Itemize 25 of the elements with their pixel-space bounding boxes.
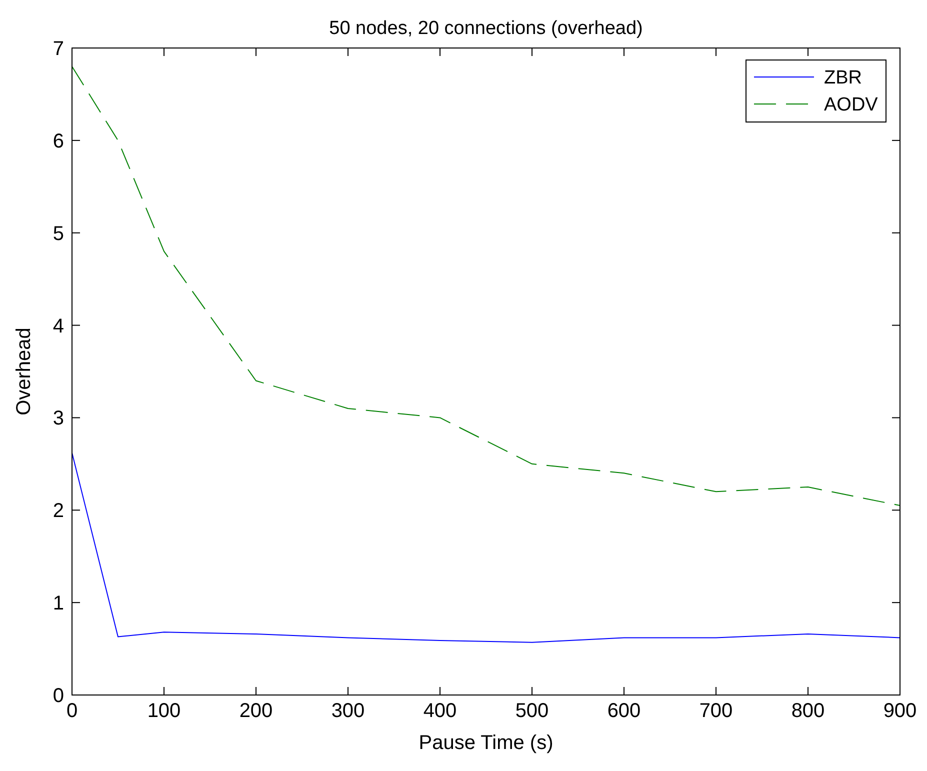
y-tick-label: 3 bbox=[52, 408, 64, 430]
x-tick-label: 200 bbox=[239, 700, 273, 722]
y-tick-label: 0 bbox=[52, 685, 64, 707]
y-tick-label: 6 bbox=[52, 130, 64, 152]
chart-title: 50 nodes, 20 connections (overhead) bbox=[329, 18, 643, 39]
x-tick-label: 900 bbox=[883, 700, 917, 722]
y-tick-label: 1 bbox=[52, 592, 64, 615]
x-tick-label: 0 bbox=[66, 700, 78, 722]
legend-label: AODV bbox=[824, 94, 878, 116]
x-tick-label: 500 bbox=[515, 700, 549, 722]
y-tick-label: 5 bbox=[52, 222, 64, 245]
x-tick-label: 400 bbox=[423, 700, 457, 722]
legend-label: ZBR bbox=[824, 68, 862, 89]
x-tick-label: 600 bbox=[607, 700, 641, 722]
y-tick-label: 4 bbox=[52, 315, 64, 338]
line-series bbox=[72, 452, 900, 643]
x-tick-label: 300 bbox=[331, 700, 365, 722]
x-tick-label: 700 bbox=[699, 700, 733, 722]
y-axis-title: Overhead bbox=[13, 328, 35, 416]
line-series bbox=[72, 66, 900, 506]
y-tick-label: 2 bbox=[52, 500, 64, 522]
x-tick-label: 800 bbox=[791, 700, 825, 722]
x-tick-label: 100 bbox=[147, 700, 181, 722]
x-axis-title: Pause Time (s) bbox=[418, 732, 554, 754]
y-tick-label: 7 bbox=[52, 38, 64, 60]
